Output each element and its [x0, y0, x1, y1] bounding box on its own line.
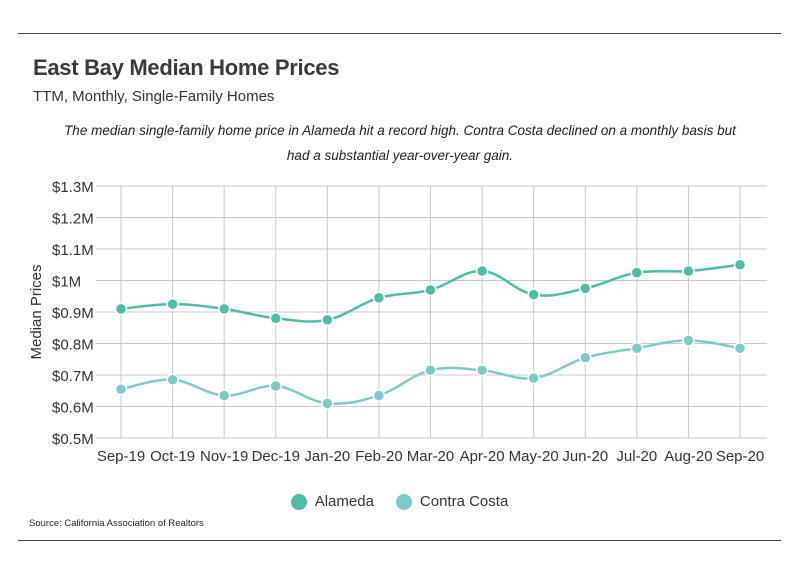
x-tick-label: Jan-20	[304, 448, 350, 465]
data-point-contra-costa[interactable]	[424, 364, 437, 377]
x-tick-label: Dec-19	[252, 448, 300, 465]
data-point-contra-costa[interactable]	[114, 382, 128, 396]
data-point-alameda[interactable]	[579, 282, 592, 295]
data-point-contra-costa[interactable]	[321, 397, 334, 410]
x-tick-label: Aug-20	[664, 448, 712, 465]
data-point-contra-costa[interactable]	[579, 351, 592, 364]
data-point-alameda[interactable]	[475, 264, 489, 278]
data-point-alameda[interactable]	[217, 302, 231, 316]
legend-item-alameda[interactable]: Alameda	[290, 493, 374, 510]
x-tick-label: Apr-20	[460, 448, 505, 465]
x-tick-label: Oct-19	[150, 448, 195, 465]
data-point-contra-costa[interactable]	[475, 364, 489, 377]
legend-swatch-contra-costa	[395, 493, 412, 510]
legend-label-alameda: Alameda	[314, 493, 374, 510]
x-tick-label: Sep-19	[97, 448, 145, 465]
x-tick-label: Mar-20	[407, 448, 455, 465]
y-tick-label: $0.9M	[52, 305, 94, 322]
y-tick-label: $0.5M	[52, 431, 94, 448]
chart-subtitle: TTM, Monthly, Single-Family Homes	[33, 88, 275, 105]
chart-description: The median single-family home price in A…	[64, 123, 736, 163]
data-point-contra-costa[interactable]	[733, 341, 747, 355]
x-tick-label: Feb-20	[355, 448, 403, 465]
y-axis-label: Median Prices	[28, 264, 45, 359]
x-tick-label: Jun-20	[562, 448, 608, 465]
data-point-alameda[interactable]	[630, 266, 644, 279]
y-tick-label: $1.1M	[52, 242, 94, 259]
x-tick-label: May-20	[509, 448, 559, 465]
data-point-contra-costa[interactable]	[217, 389, 231, 402]
legend-swatch-alameda	[290, 493, 307, 510]
chart-title: East Bay Median Home Prices	[33, 55, 340, 80]
data-point-alameda[interactable]	[166, 297, 179, 311]
y-tick-label: $1.2M	[52, 211, 94, 228]
legend-item-contra-costa[interactable]: Contra Costa	[395, 493, 509, 510]
series-group	[114, 258, 747, 410]
data-point-contra-costa[interactable]	[527, 371, 540, 385]
data-point-contra-costa[interactable]	[372, 389, 386, 402]
x-tick-label: Nov-19	[200, 448, 248, 465]
x-axis-ticks: Sep-19 Oct-19 Nov-19 Dec-19 Jan-20 Feb-20 Mar-…	[97, 448, 764, 465]
y-axis-ticks: $0.5M $0.6M $0.7M $0.8M $0.9M $1M $1.1M $1.2M $1…	[52, 179, 94, 448]
legend: Alameda Contra Costa	[0, 493, 799, 510]
top-rule	[18, 33, 781, 34]
source-note: Source: California Association of Realto…	[29, 518, 204, 529]
data-point-alameda[interactable]	[269, 312, 282, 325]
bottom-rule	[18, 540, 781, 541]
y-tick-label: $1.3M	[52, 179, 94, 196]
data-point-alameda[interactable]	[527, 288, 540, 301]
data-point-contra-costa[interactable]	[166, 373, 179, 386]
legend-label-contra-costa: Contra Costa	[419, 493, 509, 510]
y-tick-label: $0.8M	[52, 337, 94, 354]
y-tick-label: $0.6M	[52, 400, 94, 417]
data-point-contra-costa[interactable]	[682, 334, 695, 347]
data-point-contra-costa[interactable]	[269, 379, 282, 393]
grid-lines	[96, 185, 767, 439]
data-point-alameda[interactable]	[114, 302, 128, 316]
data-point-alameda[interactable]	[424, 283, 437, 297]
data-point-alameda[interactable]	[372, 291, 386, 305]
data-point-contra-costa[interactable]	[630, 341, 644, 355]
y-tick-label: $0.7M	[52, 368, 94, 385]
data-point-alameda[interactable]	[733, 258, 747, 271]
x-tick-label: Sep-20	[716, 448, 764, 465]
y-tick-label: $1M	[52, 274, 81, 291]
data-point-alameda[interactable]	[321, 313, 334, 327]
x-tick-label: Jul-20	[616, 448, 657, 465]
data-point-alameda[interactable]	[682, 264, 695, 278]
